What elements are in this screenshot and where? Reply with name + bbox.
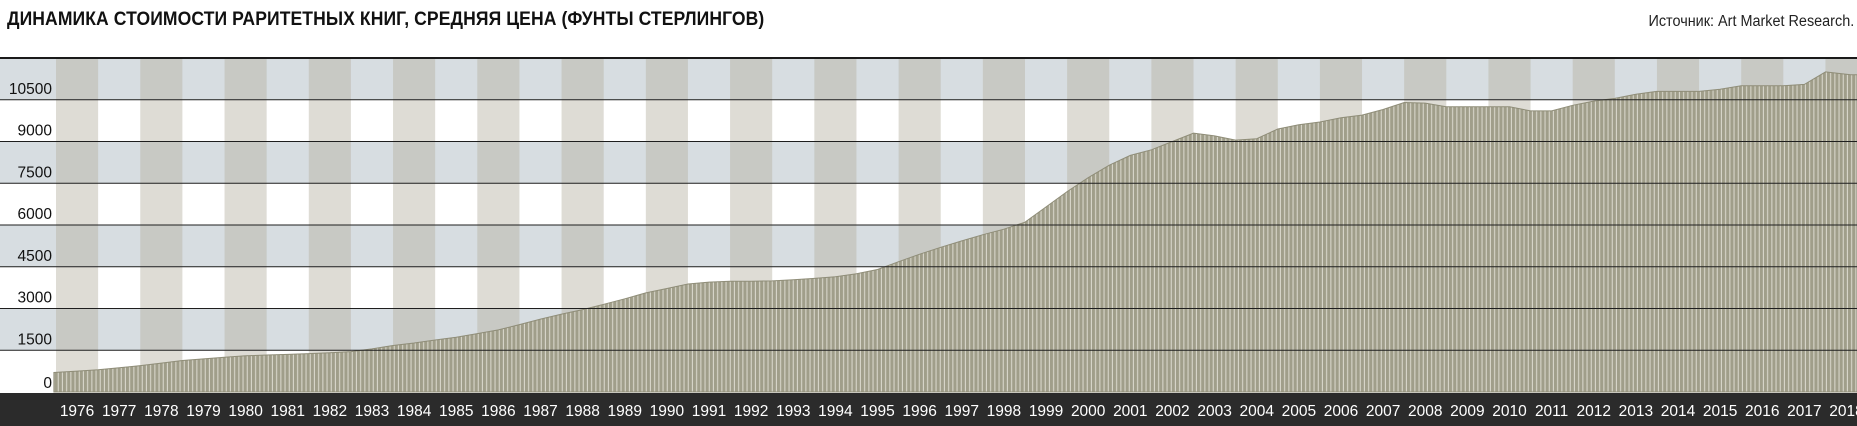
x-tick-label: 1984 <box>397 403 432 420</box>
x-tick-labels: 1976 1977 1978 1979 1980 1981 1982 1983 1984 1985… <box>60 403 1857 420</box>
gridlines <box>0 57 1857 351</box>
y-tick-label: 4500 <box>18 248 53 265</box>
x-tick-label: 2005 <box>1282 403 1316 420</box>
x-tick-label: 2003 <box>1197 403 1231 420</box>
x-tick-label: 1981 <box>270 403 304 420</box>
x-tick-label: 1985 <box>439 403 473 420</box>
x-tick-label: 2012 <box>1577 403 1611 420</box>
x-tick-label: 1996 <box>902 403 936 420</box>
chart-title: ДИНАМИКА СТОИМОСТИ РАРИТЕТНЫХ КНИГ, СРЕД… <box>7 8 765 30</box>
x-tick-label: 2009 <box>1450 403 1484 420</box>
x-tick-label: 1978 <box>144 403 178 420</box>
x-tick-label: 2011 <box>1535 403 1568 420</box>
x-tick-label: 1982 <box>313 403 347 420</box>
y-tick-labels: 0 1500 3000 4500 6000 7500 9000 10500 <box>9 81 52 392</box>
horizontal-band <box>0 58 1857 100</box>
x-tick-label: 2018 <box>1829 403 1857 420</box>
x-tick-label: 1987 <box>523 403 557 420</box>
x-tick-label: 1990 <box>650 403 685 420</box>
y-tick-label: 6000 <box>18 206 53 223</box>
x-tick-label: 1993 <box>776 403 810 420</box>
x-tick-label: 2002 <box>1155 403 1189 420</box>
x-tick-label: 1979 <box>186 403 220 420</box>
x-tick-label: 2016 <box>1745 403 1779 420</box>
y-tick-label: 9000 <box>18 123 53 140</box>
x-tick-label: 1991 <box>692 403 726 420</box>
x-tick-label: 1976 <box>60 403 94 420</box>
chart-source: Источник: Art Market Research. <box>1648 13 1854 30</box>
data-area <box>53 71 1857 393</box>
x-tick-label: 2006 <box>1324 403 1358 420</box>
x-tick-label: 2013 <box>1619 403 1653 420</box>
y-tick-label: 0 <box>43 375 52 392</box>
x-tick-label: 1992 <box>734 403 768 420</box>
x-tick-label: 1988 <box>565 403 599 420</box>
x-tick-label: 2015 <box>1703 403 1737 420</box>
x-tick-label: 1995 <box>860 403 894 420</box>
x-tick-label: 2000 <box>1071 403 1106 420</box>
x-tick-label: 1986 <box>481 403 515 420</box>
y-tick-label: 10500 <box>9 81 52 98</box>
x-tick-label: 2001 <box>1113 403 1147 420</box>
x-axis-band <box>0 393 1857 426</box>
x-tick-label: 1983 <box>355 403 389 420</box>
x-tick-label: 1977 <box>102 403 136 420</box>
y-tick-label: 7500 <box>18 164 53 181</box>
x-tick-label: 1999 <box>1029 403 1063 420</box>
x-tick-label: 2017 <box>1787 403 1821 420</box>
x-tick-label: 1989 <box>608 403 642 420</box>
x-tick-label: 1980 <box>228 403 263 420</box>
x-tick-label: 1994 <box>818 403 853 420</box>
y-tick-label: 1500 <box>18 331 53 348</box>
x-tick-label: 2008 <box>1408 403 1442 420</box>
x-tick-label: 1998 <box>987 403 1021 420</box>
x-tick-label: 2014 <box>1661 403 1696 420</box>
x-tick-label: 1997 <box>945 403 979 420</box>
x-tick-label: 2007 <box>1366 403 1400 420</box>
series-area <box>53 71 1857 393</box>
x-tick-label: 2010 <box>1492 403 1527 420</box>
x-tick-label: 2004 <box>1239 403 1274 420</box>
y-tick-label: 3000 <box>18 290 53 307</box>
